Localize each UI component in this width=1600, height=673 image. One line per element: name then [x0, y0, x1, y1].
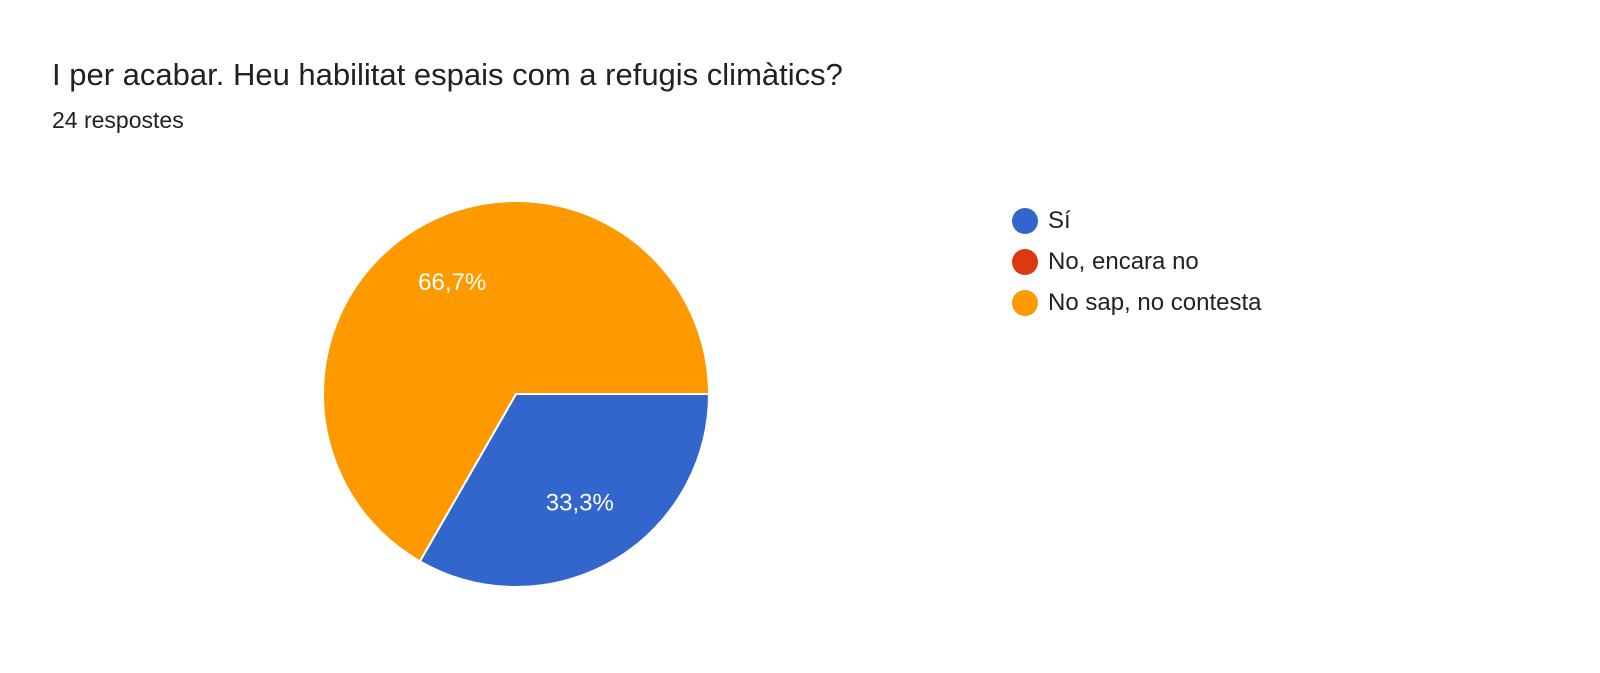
- pie-slice-label-si: 33,3%: [546, 490, 614, 517]
- legend-label-no-encara-no: No, encara no: [1048, 247, 1199, 275]
- legend-swatch-no-encara-no: [1012, 248, 1038, 275]
- legend-item-no-sap-no-contesta[interactable]: No sap, no contesta: [1012, 282, 1261, 323]
- legend-swatch-si: [1012, 207, 1038, 234]
- legend-swatch-no-sap-no-contesta: [1012, 289, 1038, 316]
- chart-title: I per acabar. Heu habilitat espais com a…: [52, 57, 843, 92]
- pie-slice-labels: 33,3% 66,7%: [418, 269, 614, 516]
- pie-slice-si[interactable]: [418, 393, 711, 588]
- chart-legend: Sí No, encara no No sap, no contesta: [1012, 200, 1261, 323]
- pie-slice-label-no-sap-no-contesta: 66,7%: [418, 269, 486, 296]
- legend-label-no-sap-no-contesta: No sap, no contesta: [1048, 288, 1262, 316]
- legend-item-si[interactable]: Sí: [1012, 200, 1261, 241]
- response-count: 24 respostes: [52, 107, 184, 133]
- pie-slice-no-sap-no-contesta[interactable]: [322, 200, 711, 563]
- pie-slices: [322, 200, 711, 588]
- legend-label-si: Sí: [1048, 206, 1071, 234]
- legend-item-no-encara-no[interactable]: No, encara no: [1012, 241, 1261, 282]
